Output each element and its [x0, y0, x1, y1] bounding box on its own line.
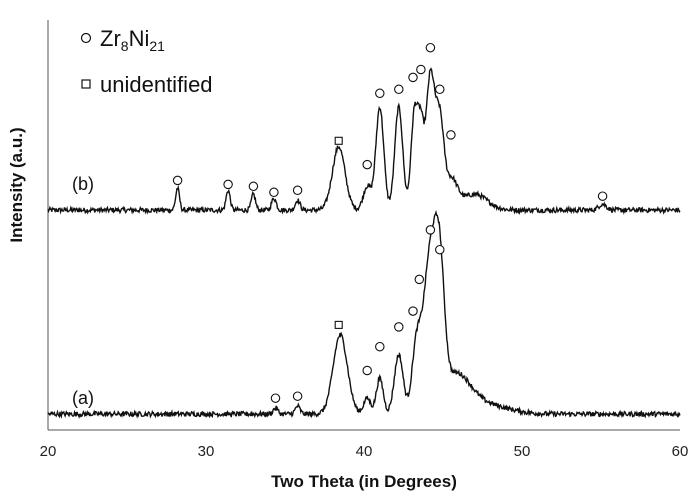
- legend: Zr8Ni21 unidentified: [80, 26, 213, 97]
- peak-marker-b-1: [223, 179, 233, 190]
- legend-unidentified-label: unidentified: [100, 72, 213, 97]
- peak-marker-b-4: [292, 185, 303, 196]
- x-tick-label-50: 50: [514, 443, 531, 460]
- peak-marker-a-9: [435, 244, 445, 255]
- peak-marker-b-5: [334, 136, 343, 145]
- x-tick-label-60: 60: [672, 443, 689, 460]
- peak-marker-a-8: [425, 225, 436, 235]
- peak-marker-b-3: [269, 187, 279, 198]
- peak-marker-b-8: [394, 84, 404, 95]
- peak-marker-b-2: [248, 181, 259, 192]
- legend-phase-label: Zr8Ni21: [100, 26, 165, 54]
- peak-marker-a-1: [292, 391, 303, 401]
- peak-marker-b-14: [597, 191, 608, 201]
- x-tick-label-40: 40: [356, 443, 373, 460]
- x-tick-label-20: 20: [40, 443, 57, 460]
- series-b-line: [47, 67, 681, 216]
- peak-marker-b-6: [362, 159, 372, 170]
- y-axis-title: Intensity (a.u.): [7, 127, 26, 242]
- peak-marker-a-0: [270, 393, 281, 403]
- legend-circle-marker: [80, 32, 92, 44]
- peak-marker-b-7: [375, 88, 385, 99]
- peak-marker-a-6: [408, 306, 418, 316]
- series-b-label: (b): [72, 174, 94, 194]
- peak-marker-b-13: [446, 130, 456, 140]
- peak-marker-a-5: [394, 322, 404, 332]
- x-axis-title: Two Theta (in Degrees): [271, 472, 457, 491]
- peak-marker-a-2: [334, 320, 343, 329]
- legend-square-marker: [81, 79, 91, 89]
- peak-marker-b-11: [425, 42, 436, 53]
- peak-marker-a-3: [362, 365, 372, 376]
- peak-marker-b-9: [408, 72, 418, 83]
- peak-marker-a-4: [375, 341, 385, 352]
- peak-marker-b-0: [172, 175, 183, 186]
- peak-marker-b-10: [416, 64, 426, 75]
- peak-marker-b-12: [435, 84, 445, 95]
- peak-markers: [172, 42, 608, 403]
- series-a-label: (a): [72, 388, 94, 408]
- x-tick-label-30: 30: [198, 443, 215, 460]
- series-a-line: [47, 209, 681, 420]
- peak-marker-a-7: [414, 274, 425, 285]
